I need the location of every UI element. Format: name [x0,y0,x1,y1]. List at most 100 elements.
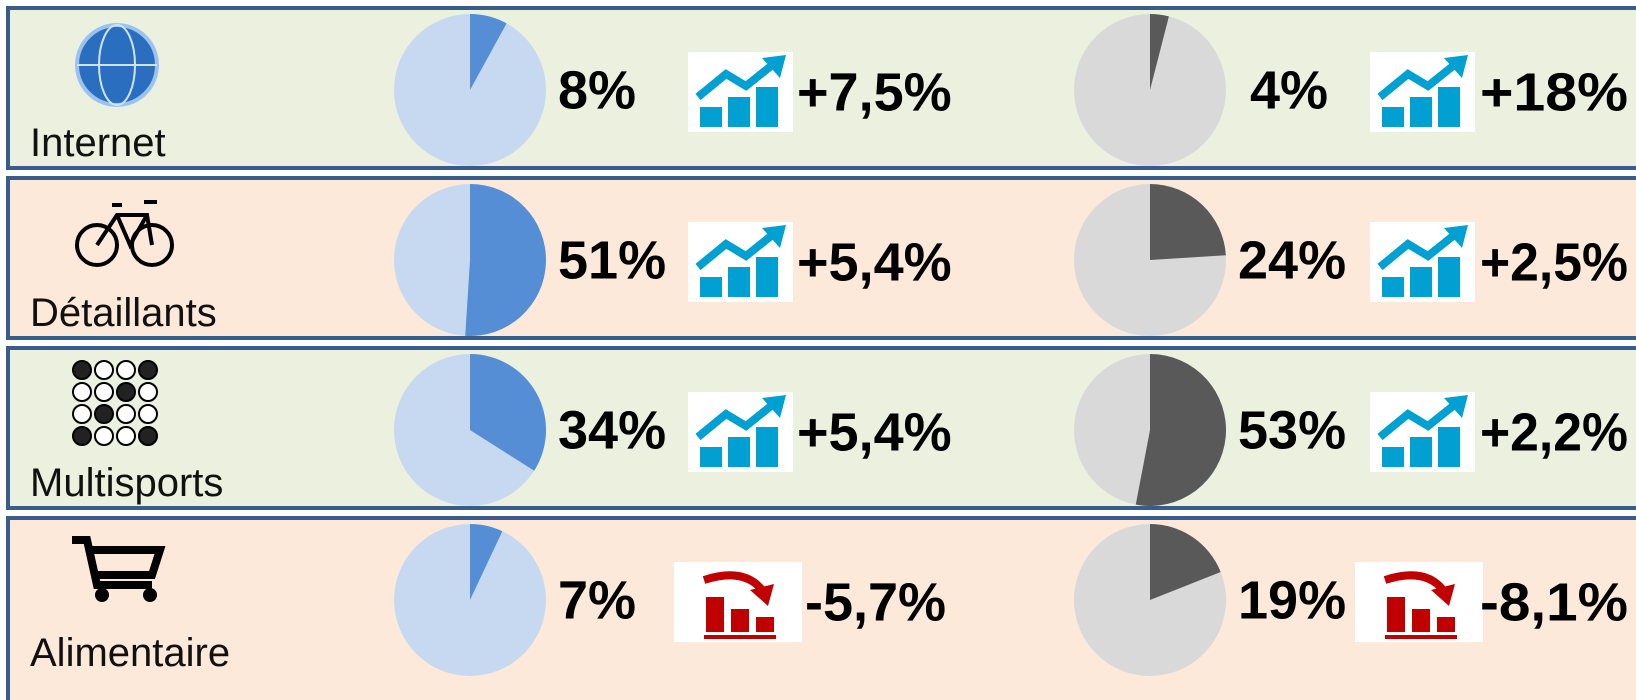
icon-arrowhead [750,584,774,606]
icon-bar [756,427,778,467]
icon-arrowhead [1444,395,1468,418]
share-label: 8% [558,60,636,120]
icon-bar [1438,257,1460,297]
category-label: Multisports [30,461,223,505]
icon-bar [1382,447,1404,467]
pie-slice [465,184,547,337]
pie-slice [1150,524,1221,600]
icon-arrowhead [1444,225,1468,248]
sport-ball [116,360,136,380]
sport-ball [138,404,158,424]
icon-arrow [702,571,766,593]
sport-ball [94,360,114,380]
sport-ball [72,382,92,402]
sport-ball [116,404,136,424]
icon-bar [1437,617,1455,632]
sport-ball [94,382,114,402]
cart [72,536,166,589]
category-icon [72,536,166,602]
change-label: +5,4% [797,402,952,462]
icon-bar [700,277,722,297]
change-label: -8,1% [1480,572,1628,632]
icon-arrow [695,58,779,101]
icon-bar [1382,107,1404,127]
category-icon [72,360,158,446]
sport-ball [94,404,114,424]
trend-down-icon [674,562,802,642]
cart-wheel [95,588,109,602]
row-panel [6,346,1636,510]
icon-bar [756,257,778,297]
change-label: -5,7% [805,572,946,632]
row-panel [6,176,1636,340]
trend-up-icon [688,52,793,132]
sport-ball [72,426,92,446]
pie-slice [470,524,503,600]
cart-wheel [143,588,157,602]
change-label: +18% [1480,62,1628,122]
icon-bar [728,437,750,467]
sport-ball [72,360,92,380]
icon-bar [1410,437,1432,467]
category-label: Alimentaire [30,631,230,675]
icon-base [1385,635,1457,639]
icon-bar [1438,427,1460,467]
icon-bar [1410,267,1432,297]
change-label: +2,5% [1480,232,1628,292]
icon-arrow [1377,228,1461,271]
icon-bar [731,609,749,632]
icon-bar [1382,277,1404,297]
icon-bar [756,87,778,127]
icon-arrow [1383,571,1447,593]
pie-slice [470,354,547,471]
sport-ball [72,404,92,424]
share-label: 34% [558,400,666,460]
icon-arrow [695,228,779,271]
row-panel [6,6,1636,170]
icon-arrow [695,398,779,441]
wheel [75,223,119,267]
icon-bar [700,107,722,127]
icon-arrow [1377,58,1461,101]
sport-ball [94,426,114,446]
icon-bar [1412,609,1430,632]
category-icon [75,200,174,267]
pie-slice [470,14,507,90]
change-label: +2,2% [1480,402,1628,462]
change-label: +5,4% [797,232,952,292]
icon-bar [1387,597,1405,632]
change-label: +7,5% [797,62,952,122]
icon-bar [700,447,722,467]
pie-slice [1150,14,1169,90]
icon-base [704,635,776,639]
trend-up-icon [1370,392,1475,472]
share-label: 7% [558,570,636,630]
trend-down-icon [1355,562,1483,642]
category-label: Internet [30,121,166,165]
share-label: 51% [558,230,666,290]
icon-arrowhead [762,55,786,78]
category-label: Détaillants [30,291,217,335]
trend-up-icon [1370,222,1475,302]
icon-bar [728,267,750,297]
sport-ball [138,360,158,380]
trend-up-icon [1370,52,1475,132]
sport-ball [116,382,136,402]
sport-ball [116,426,136,446]
pie-slice [1150,184,1226,260]
trend-up-icon [688,222,793,302]
share-label: 19% [1238,570,1346,630]
share-label: 53% [1238,400,1346,460]
icon-arrowhead [1431,584,1455,606]
sport-ball [138,382,158,402]
icon-bar [706,597,724,632]
share-label: 4% [1250,60,1328,120]
icon-bar [1438,87,1460,127]
icon-arrowhead [762,395,786,418]
share-label: 24% [1238,230,1346,290]
icon-bar [1410,97,1432,127]
icon-arrowhead [762,225,786,248]
icon-arrowhead [1444,55,1468,78]
icon-arrow [1377,398,1461,441]
